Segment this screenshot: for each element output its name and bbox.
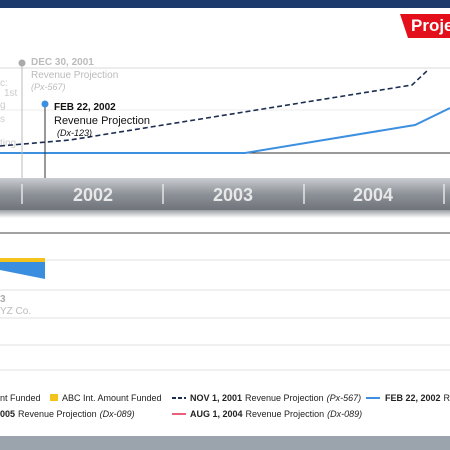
legend-label: Revenue Projection [245,393,324,403]
marker-pin[interactable] [18,59,26,67]
legend-entry: NOV 1, 2001 Revenue Projection (Px-567) [190,393,361,403]
left-fragment: c: [0,78,8,89]
legend-label: R [444,393,450,403]
annotation-date: FEB 22, 2002 [54,102,116,113]
annotation-label: Revenue Projection [54,115,150,127]
timeline-shadow [0,210,450,218]
legend-label: nt Funded [0,393,41,403]
tab[interactable] [400,14,450,38]
legend-entry: 005 Revenue Projection (Dx-089) [0,409,135,419]
legend-code: (Dx-089) [327,409,362,419]
year-label: 2002 [73,185,113,205]
legend-date: 005 [0,409,15,419]
legend-entry: AUG 1, 2004 Revenue Projection (Dx-089) [190,409,362,419]
funded-bar [0,262,45,279]
legend-date: AUG 1, 2004 [190,409,243,419]
annotation-code: (Dx-123) [57,128,92,138]
left-fragment: s [0,114,5,125]
legend-code: (Dx-089) [100,409,135,419]
projection-line [0,69,429,147]
legend-date: NOV 1, 2001 [190,393,242,403]
year-label: 2004 [353,185,393,205]
legend-date: FEB 22, 2002 [385,393,441,403]
annotation-date: DEC 30, 2001 [31,57,94,68]
legend-label: ABC Int. Amount Funded [62,393,162,403]
lower-number: 3 [0,294,6,305]
marker-pin[interactable] [41,100,49,108]
bottom-bar [0,436,450,450]
legend-label: Revenue Projection [246,409,325,419]
left-fragment: ting [0,138,16,149]
left-fragment: 1st [4,88,18,99]
lower-company: YZ Co. [0,306,31,317]
tab-label[interactable]: Proje [411,16,450,35]
timeline-band [0,178,450,210]
year-label: 2003 [213,185,253,205]
legend-entry: FEB 22, 2002 R [385,393,450,403]
legend-code: (Px-567) [327,393,362,403]
annotation-code: (Px-567) [31,82,66,92]
legend-swatch [50,394,58,401]
left-fragment: g [0,100,6,111]
legend-label: Revenue Projection [18,409,97,419]
funded-bar [0,258,45,262]
top-bar [0,0,450,8]
annotation-label: Revenue Projection [31,70,118,81]
projection-line [0,107,450,154]
